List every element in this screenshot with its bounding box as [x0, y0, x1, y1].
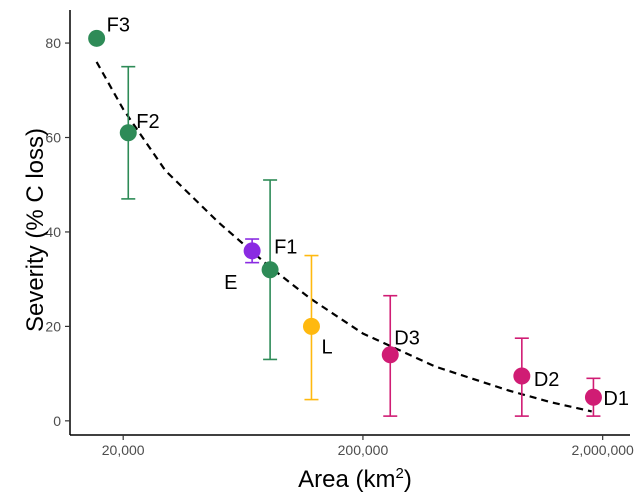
point-label-f3: F3: [107, 14, 130, 36]
point-label-l: L: [321, 336, 332, 358]
y-tick-label: 20: [45, 318, 61, 334]
tick-layer: 0 20 40 60 80 20,000 200,000 2,000,000: [45, 35, 634, 458]
data-point-d2: [513, 367, 531, 385]
data-point-l: [302, 317, 320, 335]
point-label-d2: D2: [534, 369, 560, 391]
y-axis-title: Severity (% C loss): [22, 128, 49, 332]
x-axis-title-superscript: 2: [396, 465, 404, 482]
point-label-layer: F3 F2 E F1 L D3 D2 D1: [107, 14, 629, 410]
x-tick-label: 2,000,000: [572, 442, 634, 458]
point-label-f1: F1: [274, 237, 297, 259]
errorbar-layer: [121, 65, 601, 417]
y-tick-label: 0: [53, 413, 61, 429]
point-layer: [88, 29, 602, 406]
y-tick-label: 60: [45, 130, 61, 146]
x-axis-title-close: ): [404, 466, 412, 493]
data-point-d1: [584, 388, 602, 406]
data-point-f1: [261, 261, 279, 279]
point-label-f2: F2: [136, 111, 159, 133]
y-tick-label: 80: [45, 35, 61, 51]
point-label-e: E: [224, 272, 237, 294]
x-axis-title-text: Area (km: [298, 466, 395, 493]
data-point-f2: [119, 124, 137, 142]
axis-layer: [69, 10, 630, 436]
trend-layer: [95, 61, 592, 413]
x-axis-title: Area (km2): [298, 465, 412, 493]
data-point-f3: [88, 29, 106, 47]
y-tick-label: 40: [45, 224, 61, 240]
data-point-d3: [381, 346, 399, 364]
x-tick-label: 20,000: [102, 442, 145, 458]
data-point-e: [243, 242, 261, 260]
x-tick-label: 200,000: [338, 442, 389, 458]
trend-line: [95, 61, 592, 413]
point-label-d1: D1: [603, 388, 629, 410]
point-label-d3: D3: [394, 328, 420, 350]
